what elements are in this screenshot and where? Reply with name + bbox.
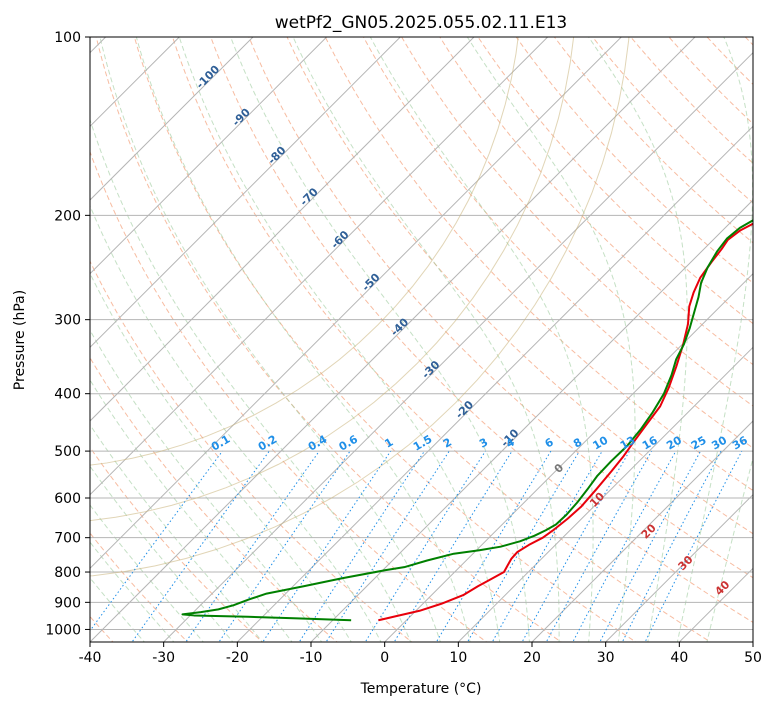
x-tick-label: 0 [380,650,389,666]
y-tick-label: 1000 [45,622,81,638]
y-tick-label: 700 [54,531,81,547]
dry-adiabat [439,37,753,366]
moist-adiabat [90,423,264,642]
x-tick-label: 50 [744,650,762,666]
mixing-ratio-line [90,450,223,632]
isotherm-line [90,37,254,201]
x-tick-label: 30 [597,650,615,666]
y-tick-label: 100 [54,30,81,46]
mixing-ratio-line [218,450,351,642]
mixing-ratio-line [466,450,580,642]
y-tick-label: 600 [54,491,81,507]
mixing-ratio-line [131,450,270,642]
x-axis-label: Temperature (°C) [360,681,482,697]
y-tick-label: 800 [54,565,81,581]
isotherm-line [90,37,623,570]
moist-adiabat [90,465,234,642]
x-tick-label: 10 [449,650,467,666]
x-tick-label: -20 [226,650,249,666]
dry-adiabat [324,37,753,492]
plot-frame [89,36,754,643]
axes: -40 -30 -20 -10 0 10 20 30 40 50 1000 900 800 700 600 5… [45,30,762,666]
mixing-ratio-line [262,450,392,642]
isotherm-line [383,272,753,642]
dry-adiabat [401,37,753,407]
isotherm-line [531,420,753,642]
chart-title: wetPf2_GN05.2025.055.02.11.E13 [275,13,567,33]
y-tick-label: 300 [54,313,81,329]
mixing-ratio-line [298,450,425,642]
decorative-contour [90,37,630,577]
data-series [181,219,753,622]
background-lines [90,37,753,642]
dry-adiabat [286,37,753,535]
dewpoint-profile [181,219,753,622]
decorative-contour [90,37,519,466]
y-tick-label: 200 [54,208,81,224]
x-tick-label: 20 [523,650,541,666]
isotherm-line [457,346,753,642]
mixing-ratio-line [621,450,722,642]
isotherm-line [162,51,753,642]
mixing-ratio-line [185,450,320,642]
isotherm-line [604,493,753,642]
dry-adiabat [172,37,712,642]
x-tick-label: -40 [79,650,102,666]
isotherm-line [90,37,328,275]
isotherm-line [90,37,549,496]
moist-adiabat [90,379,293,642]
x-tick-label: 40 [670,650,688,666]
isotherm-line [90,37,402,349]
dry-adiabat [248,37,753,579]
x-tick-label: -10 [300,650,323,666]
mixing-ratio-line [599,450,701,642]
mixing-ratio-line [393,450,513,642]
isotherm-line [236,125,753,642]
y-tick-label: 500 [54,444,81,460]
y-tick-label: 900 [54,595,81,611]
mixing-ratio-line [572,450,677,642]
x-tick-label: -30 [152,650,175,666]
isotherm-line [90,37,475,422]
decorative-contour [90,37,575,522]
y-axis-label: Pressure (hPa) [12,290,28,390]
isotherm-line [90,37,696,642]
moist-adiabat [90,118,412,642]
isotherm-line [310,199,753,642]
y-tick-label: 400 [54,387,81,403]
temperature-profile [378,222,753,622]
